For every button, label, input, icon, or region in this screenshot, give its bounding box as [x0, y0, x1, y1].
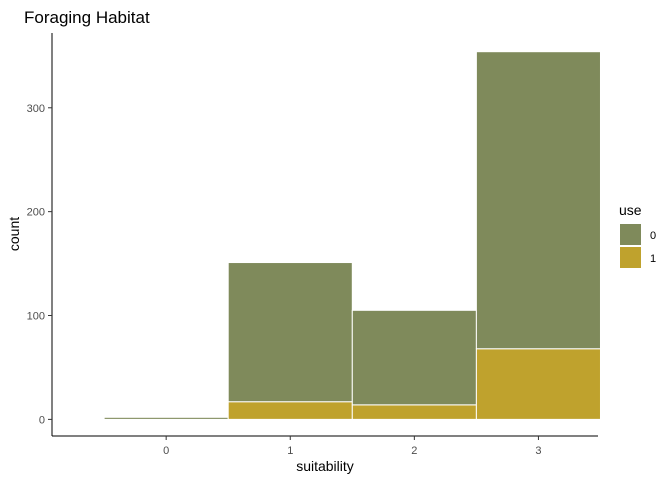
- bar-0-use-0: [103, 416, 229, 420]
- bar-1-use-1: [227, 401, 353, 420]
- y-axis-title: count: [6, 217, 22, 251]
- bar-2-use-0: [351, 309, 477, 406]
- bar-1-use-0: [227, 262, 353, 403]
- bar-2-use-1: [351, 404, 477, 420]
- x-axis-ticks: 0 1 2 3: [163, 436, 541, 457]
- x-axis-title: suitability: [296, 458, 354, 474]
- x-tick-label: 3: [535, 445, 541, 457]
- bar-3-use-0: [475, 51, 601, 350]
- legend-key-use-0: [620, 224, 641, 245]
- legend-key-use-1: [620, 247, 641, 268]
- chart-title: Foraging Habitat: [24, 8, 150, 27]
- y-axis-ticks: 0 100 200 300: [27, 103, 52, 426]
- x-tick-label: 0: [163, 445, 169, 457]
- legend-title: use: [619, 202, 642, 218]
- legend-label: 1: [650, 253, 656, 265]
- y-tick-label: 200: [27, 207, 45, 219]
- y-tick-label: 0: [39, 414, 45, 426]
- y-tick-label: 100: [27, 311, 45, 323]
- legend: use 0 1: [619, 202, 656, 268]
- bar-3-use-1: [475, 348, 601, 420]
- x-tick-label: 1: [287, 445, 293, 457]
- x-tick-label: 2: [411, 445, 417, 457]
- y-tick-label: 300: [27, 103, 45, 115]
- legend-label: 0: [650, 230, 656, 242]
- plot-area: [103, 51, 601, 420]
